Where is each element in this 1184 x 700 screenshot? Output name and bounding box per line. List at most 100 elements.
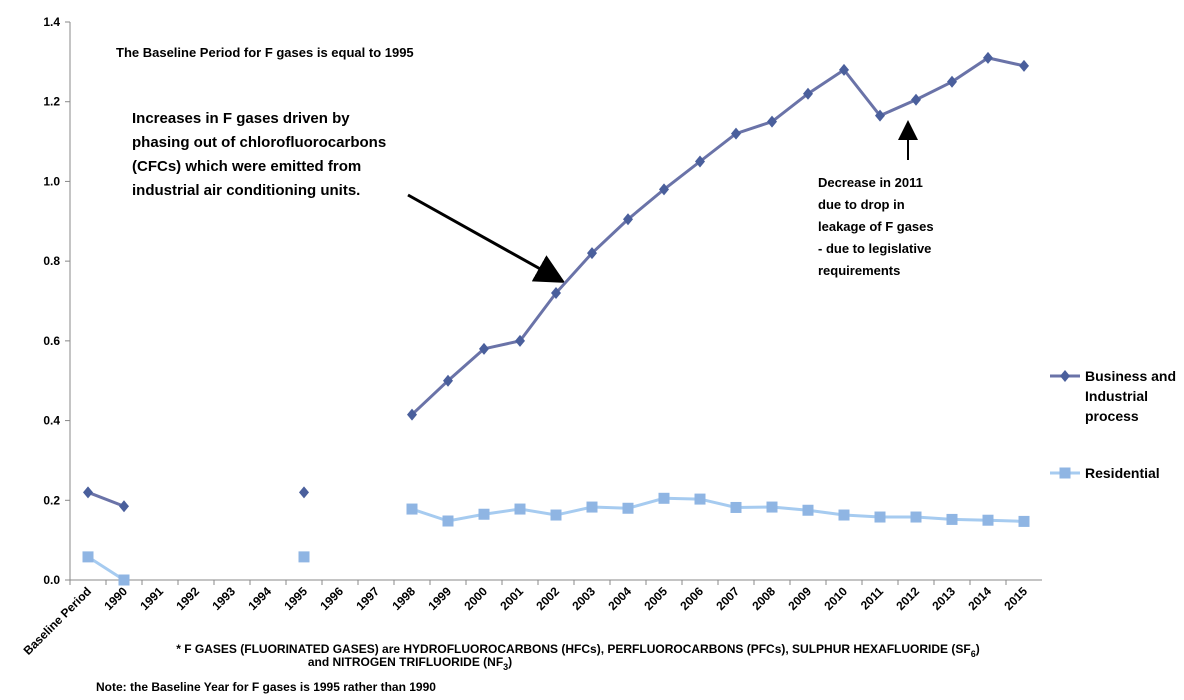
footnote-text: and NITROGEN TRIFLUORIDE (NF — [308, 655, 503, 669]
x-tick-label: 1993 — [209, 584, 238, 613]
footnote-text: ) — [508, 655, 512, 669]
marker — [83, 486, 93, 499]
x-tick-label: 2011 — [858, 584, 887, 613]
marker — [658, 492, 670, 504]
arrow — [407, 193, 566, 283]
x-tick-label: 1990 — [101, 584, 130, 613]
x-tick-label: 2000 — [461, 584, 490, 613]
footnote-sub: 6 — [971, 649, 976, 659]
legend-label: Business and Industrial process — [1085, 368, 1177, 424]
marker — [82, 551, 94, 563]
legend-marker — [1060, 370, 1070, 382]
marker — [983, 51, 993, 64]
marker — [875, 109, 885, 122]
footnote-text: ) — [976, 642, 980, 656]
x-tick-label: 1995 — [281, 584, 310, 613]
legend-label: Residential — [1085, 465, 1160, 481]
x-tick-label: 2002 — [533, 584, 562, 613]
annotation-line: - due to legislative — [818, 241, 931, 256]
x-tick-label: 2012 — [893, 584, 922, 613]
marker — [730, 501, 742, 513]
marker — [119, 500, 129, 513]
marker — [766, 501, 778, 513]
x-tick-label: 1999 — [425, 584, 454, 613]
marker — [118, 574, 130, 586]
footnote-text: * F GASES (FLUORINATED GASES) are HYDROF… — [176, 642, 970, 656]
x-tick-label: 2010 — [821, 584, 850, 613]
x-tick-label: 1997 — [353, 584, 382, 613]
marker — [982, 514, 994, 526]
marker — [803, 87, 813, 100]
marker — [731, 127, 741, 140]
y-tick-label: 1.0 — [43, 174, 60, 188]
marker — [838, 509, 850, 521]
marker — [802, 504, 814, 516]
marker — [514, 503, 526, 515]
y-tick-label: 1.2 — [43, 95, 60, 109]
marker — [478, 508, 490, 520]
annotation-line: Increases in F gases driven by — [132, 110, 350, 127]
annotation-line: industrial air conditioning units. — [132, 182, 360, 199]
x-tick-label: 2007 — [713, 584, 742, 613]
marker — [587, 247, 597, 260]
y-tick-label: 0.2 — [43, 493, 60, 507]
y-tick-label: 0.0 — [43, 573, 60, 587]
y-tick-label: 0.8 — [43, 254, 60, 268]
x-tick-label: 2006 — [677, 584, 706, 613]
marker — [1019, 59, 1029, 72]
marker — [874, 511, 886, 523]
marker — [911, 93, 921, 106]
x-tick-label: 2005 — [641, 584, 670, 613]
footnote: * F GASES (FLUORINATED GASES) are HYDROF… — [176, 642, 980, 659]
marker — [551, 287, 561, 300]
x-tick-label: 2008 — [749, 584, 778, 613]
x-tick-label: 2004 — [605, 584, 634, 613]
marker — [694, 493, 706, 505]
marker — [550, 509, 562, 521]
y-tick-label: 0.4 — [43, 414, 60, 428]
annotation: The Baseline Period for F gases is equal… — [116, 45, 414, 60]
annotation-line: due to drop in — [818, 197, 905, 212]
marker — [442, 515, 454, 527]
y-tick-label: 0.6 — [43, 334, 60, 348]
y-tick-label: 1.4 — [43, 15, 60, 29]
x-tick-label: 1994 — [245, 584, 274, 613]
footnote: and NITROGEN TRIFLUORIDE (NF3) — [308, 655, 512, 672]
marker — [910, 511, 922, 523]
annotation-line: leakage of F gases — [818, 219, 934, 234]
marker — [443, 374, 453, 387]
x-tick-label: 2001 — [497, 584, 526, 613]
annotation-line: requirements — [818, 263, 900, 278]
x-tick-label: 1998 — [389, 584, 418, 613]
marker — [1018, 515, 1030, 527]
marker — [586, 501, 598, 513]
x-tick-label: 2003 — [569, 584, 598, 613]
annotation-increase: Increases in F gases driven by phasing o… — [132, 110, 386, 199]
marker — [515, 334, 525, 347]
series-line — [87, 496, 1025, 582]
annotation-line: (CFCs) which were emitted from — [132, 158, 361, 175]
marker — [946, 513, 958, 525]
x-tick-label: 1996 — [317, 584, 346, 613]
x-tick-label: 2015 — [1001, 584, 1030, 613]
annotation-line: phasing out of chlorofluorocarbons — [132, 134, 386, 151]
series-line — [87, 56, 1025, 508]
marker — [299, 486, 309, 499]
x-tick-label: 2013 — [929, 584, 958, 613]
footnote-sub: 3 — [503, 662, 508, 672]
marker — [298, 551, 310, 563]
x-tick-label: Baseline Period — [21, 584, 95, 658]
marker — [406, 503, 418, 515]
x-tick-label: 1992 — [173, 584, 202, 613]
marker — [839, 63, 849, 76]
marker — [623, 213, 633, 226]
marker — [622, 502, 634, 514]
marker — [767, 115, 777, 128]
x-tick-label: 2014 — [965, 584, 994, 613]
marker — [695, 155, 705, 168]
marker — [659, 183, 669, 196]
legend-marker — [1059, 467, 1071, 479]
marker — [407, 408, 417, 421]
